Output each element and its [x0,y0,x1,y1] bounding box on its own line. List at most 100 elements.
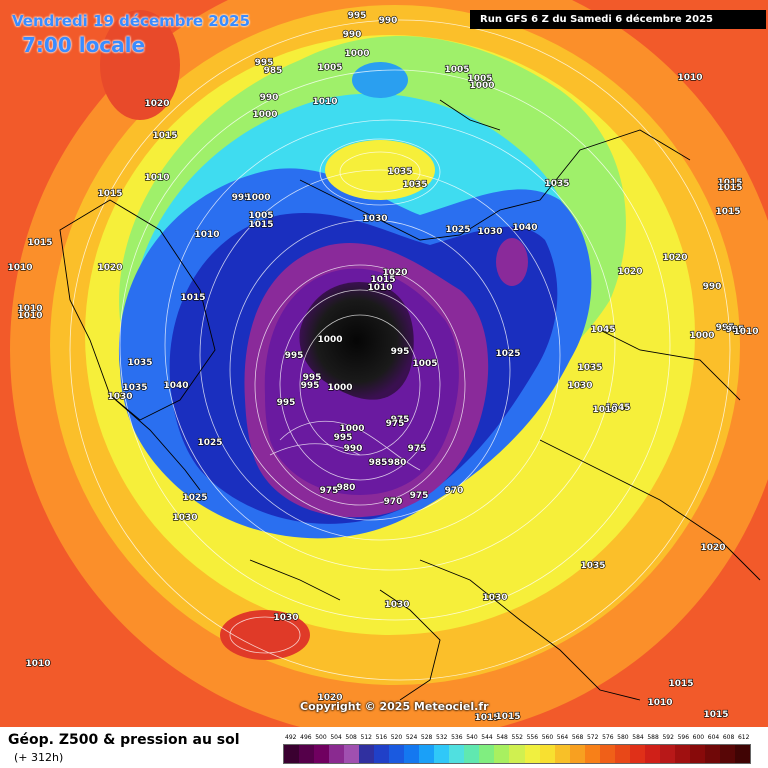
pressure-label: 1000 [327,383,352,393]
pressure-label: 1020 [700,543,725,553]
pressure-label: 980 [337,483,356,493]
pressure-label: 1015 [97,189,122,199]
pressure-label: 1015 [27,238,52,248]
pressure-label: 985 [369,458,388,468]
pressure-label: 1045 [590,325,615,335]
pressure-label: 1015 [668,679,693,689]
pressure-label: 1030 [107,392,132,402]
legend-value: 560 [541,734,554,741]
pressure-label: 1025 [495,349,520,359]
legend-swatch [599,745,615,763]
legend-swatch [449,745,465,763]
pressure-label: 1010 [25,659,50,669]
pressure-label: 1015 [370,275,395,285]
legend-swatch [629,745,645,763]
pressure-label: 1005 [467,74,492,84]
legend-value: 508 [345,734,357,741]
legend-swatch [479,745,495,763]
pressure-label: 1000 [339,424,364,434]
pressure-label: 1015 [248,220,273,230]
zone-core-low [299,282,414,400]
copyright-text: Copyright © 2025 Meteociel.fr [300,700,489,713]
pressure-label: 975 [410,491,429,501]
legend-value: 608 [722,734,735,741]
legend-swatch [359,745,375,763]
legend-value: 540 [466,734,478,741]
pressure-label: 1030 [384,600,409,610]
pressure-label: 1035 [544,179,569,189]
pressure-label: 1035 [577,363,602,373]
pressure-label: 1015 [180,293,205,303]
zone-red-atlantic [220,610,310,660]
legend-swatch [464,745,480,763]
pressure-label: 995 [301,381,320,391]
forecast-date: Vendredi 19 décembre 2025 [12,12,251,30]
legend-swatch [419,745,435,763]
pressure-label: 1020 [662,253,687,263]
pressure-label: 1015 [703,710,728,720]
footer-panel: Géop. Z500 & pression au sol (+ 312h) 49… [0,727,768,768]
legend-value: 600 [692,734,705,741]
pressure-label: 975 [391,415,410,425]
pressure-label: 1005 [317,63,342,73]
pressure-label: 1025 [445,225,470,235]
legend-swatch [659,745,675,763]
pressure-label: 1005 [412,359,437,369]
legend-value: 512 [360,734,372,741]
pressure-label: 1035 [387,167,412,177]
pressure-label: 1000 [469,81,494,91]
pressure-label: 1020 [97,263,122,273]
legend-swatch [689,745,705,763]
pressure-label: 1045 [605,403,630,413]
legend-swatch [539,745,555,763]
pressure-label: 975 [386,419,405,429]
pressure-label: 1000 [689,331,714,341]
pressure-label: 995 [303,373,322,383]
pressure-label: 995 [726,325,745,335]
legend-value: 524 [405,734,418,741]
pressure-label: 1005 [444,65,469,75]
pressure-label: 1010 [367,283,392,293]
legend-swatch [704,745,720,763]
pressure-label: 995 [716,323,735,333]
pressure-label: 1015 [474,713,499,723]
legend-swatch [404,745,420,763]
legend-swatch [644,745,660,763]
legend-value: 572 [586,734,599,741]
legend-swatch [284,745,300,763]
pressure-label: 1005 [248,211,273,221]
legend-value: 496 [300,734,312,741]
pressure-label: 970 [384,497,403,507]
pressure-label: 990 [344,444,363,454]
pressure-label: 975 [320,486,339,496]
legend-value: 556 [526,734,539,741]
legend-labels: 492 496 500 504 508 512 516 520 524 528 532 536 540 5… [283,734,751,743]
legend-value: 612 [737,734,750,741]
legend-swatch [509,745,525,763]
pressure-label: 1015 [152,131,177,141]
pressure-label: 995 [334,433,353,443]
pressure-label: 995 [255,58,274,68]
legend-swatch [389,745,405,763]
zone-blue-small [352,62,408,98]
pressure-label: 1035 [122,383,147,393]
pressure-label: 1010 [194,230,219,240]
pressure-label: 995 [391,347,410,357]
legend-swatch [614,745,630,763]
legend-value: 528 [420,734,433,741]
pressure-label: 1030 [477,227,502,237]
zone-magenta-east [496,238,528,286]
pressure-label: 1030 [482,593,507,603]
pressure-label: 1035 [580,561,605,571]
legend-swatch [299,745,315,763]
legend-value: 596 [677,734,690,741]
pressure-label: 1030 [273,613,298,623]
legend-swatch [329,745,345,763]
legend-value: 588 [647,734,659,741]
isobar-contours [69,19,731,681]
legend-swatch [434,745,450,763]
pressure-label: 1015 [717,183,742,193]
legend-swatch [719,745,735,763]
run-info-box: Run GFS 6 Z du Samedi 6 décembre 2025 [470,10,766,29]
